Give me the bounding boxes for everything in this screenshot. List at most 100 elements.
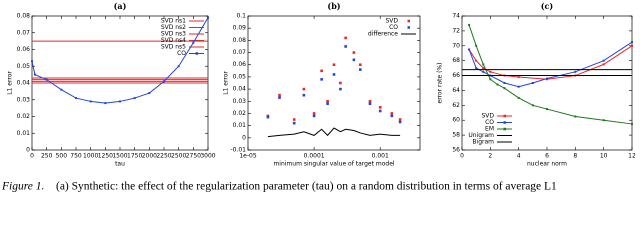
data-point: [546, 77, 548, 80]
chart-title: (b): [327, 1, 340, 11]
data-point: [378, 109, 382, 113]
data-point: [89, 100, 92, 103]
data-point: [489, 70, 492, 73]
legend-label: SVD ns1: [161, 18, 186, 25]
legend-label: SVD ns5: [161, 44, 186, 51]
x-axis-label: nuclear norm: [527, 161, 567, 168]
data-point: [207, 16, 209, 19]
x-tick-label: 1000: [83, 153, 98, 160]
y-tick-label: 0.05: [17, 63, 31, 70]
x-axis-label: minimum singular value of target model: [273, 161, 394, 168]
y-tick-label: 68: [452, 57, 460, 64]
legend-label: SVD ns3: [161, 31, 186, 38]
legend-label: Unigram: [468, 132, 494, 139]
data-point: [75, 97, 77, 100]
legend-label: SVD ns4: [161, 37, 186, 44]
data-point: [475, 67, 478, 70]
x-tick-label: 10: [600, 153, 608, 160]
y-tick-label: 66: [452, 72, 460, 79]
legend-label: difference: [368, 31, 398, 38]
y-tick-label: 0.06: [233, 61, 247, 68]
y-tick-label: 0.07: [233, 49, 247, 56]
plot-frame: [247, 15, 421, 151]
y-tick-label: 62: [452, 102, 460, 109]
y-tick-label: 0.08: [17, 13, 31, 20]
legend-label: SVD ns2: [161, 24, 186, 31]
y-tick-label: 0.03: [233, 98, 247, 105]
data-point: [517, 96, 520, 99]
data-point: [148, 92, 151, 95]
y-tick-label: 56: [452, 147, 460, 154]
legend-swatch: [503, 114, 506, 118]
series-line: [468, 45, 633, 80]
y-tick-label: 60: [452, 117, 460, 124]
data-point: [390, 114, 394, 118]
data-point: [398, 120, 402, 124]
x-tick-label: 0.001: [372, 153, 389, 160]
data-point: [503, 82, 506, 84]
data-point: [60, 88, 63, 91]
data-point: [312, 112, 316, 115]
data-point: [33, 73, 36, 76]
legend-label: Bigram: [472, 139, 494, 146]
y-tick-label: 64: [452, 87, 460, 94]
chart-title: (a): [114, 1, 127, 11]
data-point: [482, 70, 485, 73]
data-point: [546, 108, 548, 111]
data-point: [45, 78, 48, 81]
y-axis-label: error rate (%): [437, 63, 444, 104]
x-tick-label: 0: [30, 153, 34, 160]
legend-label: SVD: [481, 113, 494, 120]
x-tick-label: 2: [488, 153, 492, 160]
data-point: [574, 70, 577, 73]
x-tick-label: 6: [545, 153, 549, 160]
data-point: [531, 104, 534, 107]
data-point: [489, 78, 492, 81]
data-point: [496, 83, 499, 86]
data-point: [302, 87, 306, 91]
legend-label: EM: [485, 126, 494, 133]
data-point: [352, 51, 356, 54]
data-point: [31, 60, 33, 63]
data-point: [119, 100, 121, 103]
x-tick-label: 1250: [98, 153, 113, 160]
data-point: [631, 44, 633, 47]
data-point: [359, 68, 362, 71]
y-tick-label: -0.01: [230, 147, 246, 154]
y-tick-label: 0.03: [17, 96, 31, 103]
legend-label: CO: [389, 24, 398, 31]
legend-swatch: [503, 127, 506, 131]
data-point: [368, 102, 372, 106]
x-tick-label: 250: [41, 153, 53, 160]
data-point: [468, 23, 471, 26]
y-tick-label: 0: [242, 134, 246, 141]
y-tick-label: 0.1: [236, 13, 246, 20]
series-line: [31, 17, 209, 104]
data-point: [312, 114, 316, 118]
y-tick-label: 0: [26, 147, 30, 154]
y-tick-label: 0.09: [233, 25, 247, 32]
x-tick-label: 12: [628, 153, 636, 160]
data-point: [278, 96, 281, 99]
data-point: [320, 69, 323, 73]
data-point: [326, 99, 329, 103]
data-point: [359, 63, 362, 67]
y-tick-label: 0.02: [17, 113, 31, 120]
data-point: [378, 106, 382, 109]
data-point: [163, 80, 165, 83]
data-point: [292, 118, 296, 121]
x-tick-label: 8: [573, 153, 577, 160]
y-tick-label: 0.01: [17, 130, 31, 137]
data-point: [517, 85, 520, 88]
data-point: [332, 63, 336, 67]
legend-label: SVD: [385, 18, 398, 25]
data-point: [292, 121, 296, 125]
data-point: [344, 36, 347, 40]
data-point: [326, 102, 329, 106]
series-line: [468, 24, 633, 125]
series-line: [468, 41, 633, 88]
y-tick-label: 58: [452, 132, 460, 139]
data-point: [278, 93, 281, 97]
data-point: [332, 73, 336, 76]
data-point: [531, 82, 534, 84]
